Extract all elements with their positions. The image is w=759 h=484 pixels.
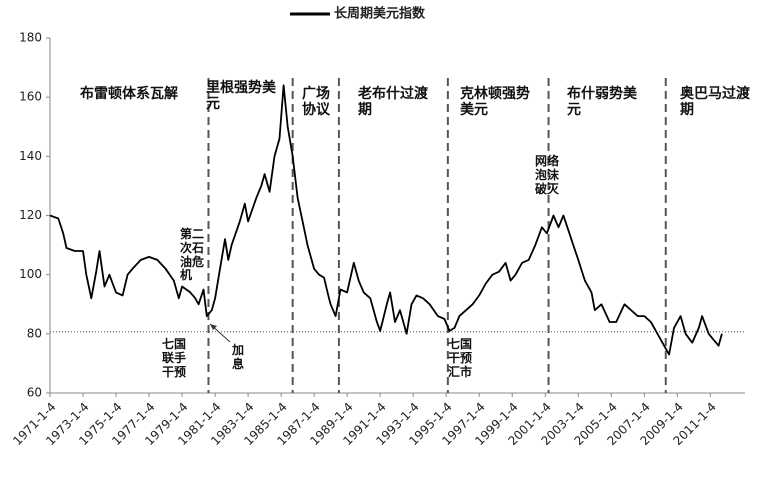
annotation: 七国干预汇市 xyxy=(448,337,473,379)
line-series xyxy=(49,84,723,356)
y-tick-label: 100 xyxy=(19,267,42,281)
annotation: 奥巴马过渡期 xyxy=(680,86,750,119)
annotation: 里根强势美元 xyxy=(206,80,276,113)
annotation: 加息 xyxy=(232,343,245,371)
annotation: 广场协议 xyxy=(302,86,330,119)
arrow-head xyxy=(210,324,217,330)
annotation: 布什弱势美元 xyxy=(567,86,637,119)
annotation: 克林顿强势美元 xyxy=(460,86,530,119)
y-tick-label: 160 xyxy=(19,90,42,104)
legend-label: 长周期美元指数 xyxy=(334,6,426,22)
annotation: 老布什过渡期 xyxy=(358,86,428,119)
annotation: 布雷顿体系瓦解 xyxy=(80,86,178,102)
y-tick-label: 180 xyxy=(19,31,42,45)
y-tick-label: 60 xyxy=(27,386,42,400)
annotation: 网络泡沫破灭 xyxy=(535,154,560,196)
annotation: 七国联手干预 xyxy=(162,337,187,379)
annotation: 第二次石油危机 xyxy=(180,227,205,283)
y-tick-label: 140 xyxy=(19,149,42,163)
y-tick-label: 120 xyxy=(19,208,42,222)
y-tick-label: 80 xyxy=(27,326,42,340)
